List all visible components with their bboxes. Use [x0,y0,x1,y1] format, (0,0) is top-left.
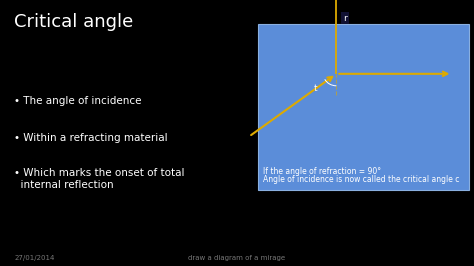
Text: 27/01/2014: 27/01/2014 [14,255,55,261]
Bar [258,24,469,190]
Text: • Which marks the onset of total
  internal reflection: • Which marks the onset of total interna… [14,168,185,190]
Text: t: t [313,84,317,93]
Text: r: r [343,14,347,23]
Text: draw a diagram of a mirage: draw a diagram of a mirage [189,255,285,261]
Text: Critical angle: Critical angle [14,13,134,31]
Text: • The angle of incidence: • The angle of incidence [14,96,142,106]
Text: • Within a refracting material: • Within a refracting material [14,133,168,143]
Text: Angle of incidence is now called the critical angle c: Angle of incidence is now called the cri… [263,174,459,184]
Text: If the angle of refraction = 90°: If the angle of refraction = 90° [263,167,381,176]
